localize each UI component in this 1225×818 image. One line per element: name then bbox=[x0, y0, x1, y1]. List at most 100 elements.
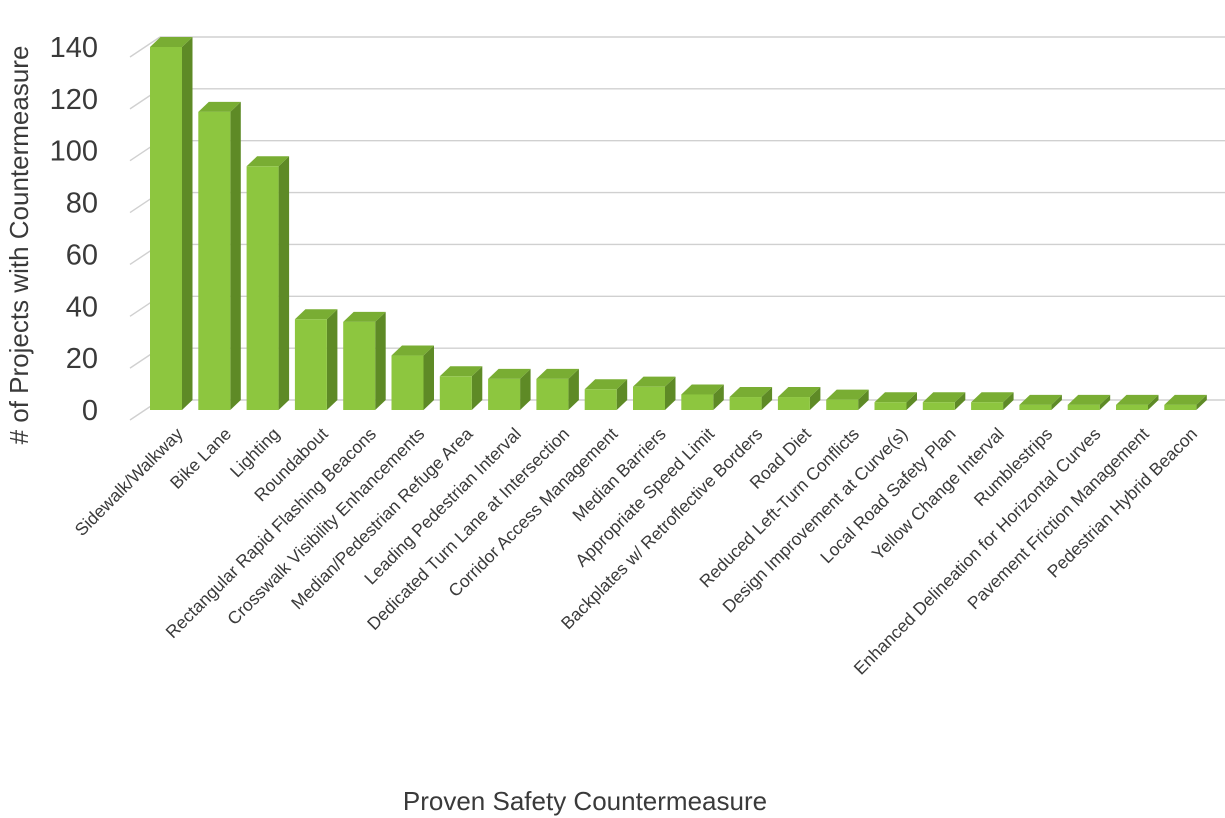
y-axis-ticks: 0 20 40 60 80 100 120 140 bbox=[50, 32, 98, 427]
bar-side bbox=[326, 309, 338, 410]
bar-front bbox=[198, 111, 231, 411]
bar-side bbox=[1099, 394, 1111, 410]
y-tick-label: 0 bbox=[82, 395, 98, 427]
bar-side bbox=[520, 368, 531, 410]
bar-top bbox=[536, 368, 579, 379]
bar-front bbox=[439, 376, 472, 410]
bar-side bbox=[761, 387, 773, 410]
bar-front bbox=[922, 402, 955, 410]
bar-top bbox=[777, 387, 821, 398]
bar-front bbox=[246, 166, 279, 410]
bar-front bbox=[1164, 404, 1197, 410]
bar-top bbox=[343, 311, 386, 322]
bar-side bbox=[471, 366, 483, 410]
y-tick-label: 20 bbox=[66, 343, 98, 375]
bar-top bbox=[391, 345, 434, 356]
bar-side bbox=[809, 387, 821, 410]
bar-side bbox=[1051, 394, 1062, 410]
bar bbox=[343, 311, 386, 410]
bar-top bbox=[681, 384, 724, 395]
bar-top bbox=[1116, 394, 1159, 405]
bar-top bbox=[198, 101, 241, 112]
bar-front bbox=[874, 402, 907, 410]
y-axis-title: # of Projects with Countermeasure bbox=[4, 46, 34, 445]
bar-side bbox=[906, 392, 917, 410]
bar-side bbox=[278, 156, 290, 410]
bars bbox=[150, 37, 1207, 411]
bar-side bbox=[858, 389, 869, 410]
bar-top bbox=[439, 366, 483, 377]
y-tick-label: 40 bbox=[66, 291, 98, 323]
bar-front bbox=[343, 321, 376, 410]
bar bbox=[198, 101, 241, 411]
bar-front bbox=[584, 389, 617, 410]
bar-side bbox=[713, 384, 724, 410]
bar-top bbox=[971, 392, 1014, 403]
bar bbox=[922, 392, 966, 410]
bar bbox=[584, 379, 628, 410]
bar-top bbox=[826, 389, 869, 400]
bar bbox=[150, 37, 193, 410]
bar-top bbox=[633, 376, 676, 387]
bar-front bbox=[1019, 404, 1052, 410]
bar-side bbox=[616, 379, 628, 410]
y-tick-label: 60 bbox=[66, 239, 98, 271]
bar bbox=[971, 392, 1014, 410]
bar-top bbox=[1067, 394, 1111, 405]
bar-side bbox=[375, 311, 386, 410]
bar bbox=[488, 368, 531, 410]
bar-side bbox=[665, 376, 676, 410]
bar-front bbox=[536, 378, 569, 410]
bar-front bbox=[777, 397, 810, 410]
bar-top bbox=[246, 156, 290, 167]
bar-side bbox=[1148, 394, 1159, 410]
bar-top bbox=[488, 368, 531, 379]
bar bbox=[1116, 394, 1159, 410]
y-tick-label: 80 bbox=[66, 188, 98, 220]
bar-front bbox=[826, 399, 859, 410]
bar bbox=[729, 387, 773, 410]
bar-top bbox=[584, 379, 628, 390]
gridline-depth bbox=[129, 36, 161, 58]
bar-top bbox=[1019, 394, 1062, 405]
bar-top bbox=[1164, 394, 1207, 405]
bar-side bbox=[954, 392, 966, 410]
bar-front bbox=[391, 355, 424, 410]
bar bbox=[633, 376, 676, 410]
bar-front bbox=[1067, 404, 1100, 410]
bar bbox=[536, 368, 579, 410]
bar-front bbox=[633, 386, 665, 410]
bar-front bbox=[488, 378, 521, 410]
bar bbox=[294, 309, 338, 410]
bar-front bbox=[150, 47, 182, 410]
bar bbox=[874, 392, 917, 410]
bar bbox=[1164, 394, 1207, 410]
bar-front bbox=[294, 319, 327, 410]
y-tick-label: 140 bbox=[50, 32, 98, 64]
y-tick-label: 120 bbox=[50, 84, 98, 116]
bar bbox=[826, 389, 869, 410]
bar-side bbox=[230, 101, 241, 411]
bar-top bbox=[729, 387, 773, 398]
bar-side bbox=[568, 368, 579, 410]
bar bbox=[1067, 394, 1111, 410]
bar bbox=[246, 156, 290, 410]
bar-front bbox=[971, 402, 1004, 410]
bar bbox=[777, 387, 821, 410]
bar-top bbox=[922, 392, 966, 403]
x-axis-title: Proven Safety Countermeasure bbox=[403, 786, 767, 816]
bar-side bbox=[1003, 392, 1014, 410]
bar bbox=[681, 384, 724, 410]
bar bbox=[439, 366, 483, 410]
bar-front bbox=[681, 394, 714, 410]
gridlines bbox=[129, 36, 1225, 421]
bar-front bbox=[1116, 404, 1148, 410]
bar-side bbox=[1196, 394, 1207, 410]
bar bbox=[1019, 394, 1062, 410]
y-tick-label: 100 bbox=[50, 136, 98, 168]
bar-side bbox=[423, 345, 434, 410]
bar-side bbox=[182, 37, 193, 410]
bar-front bbox=[729, 397, 762, 410]
